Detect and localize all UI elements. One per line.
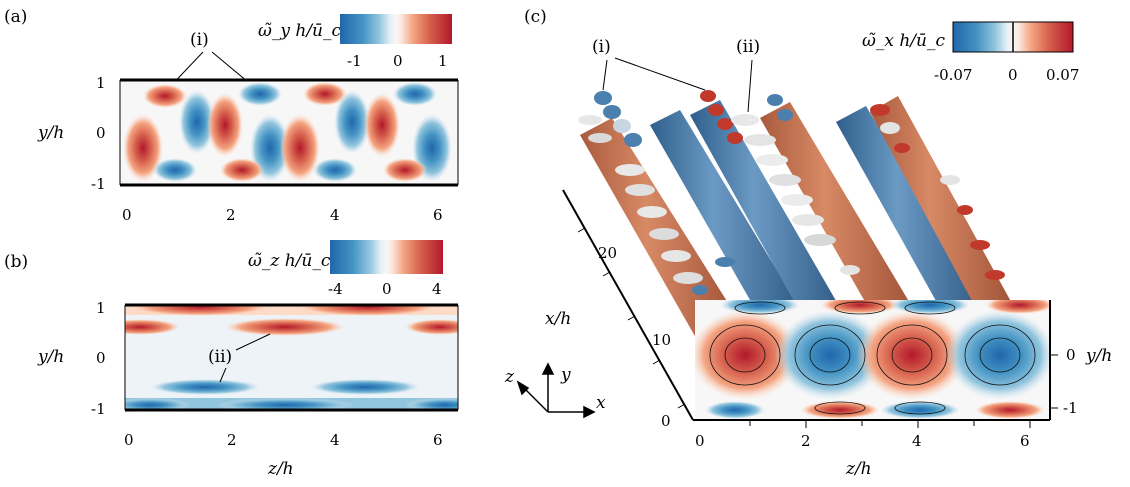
panel-c-xtick-2: 2: [801, 432, 811, 450]
panel-c-cbar-tick-max: 0.07: [1046, 66, 1079, 84]
panel-c-cross-contours: [695, 300, 1050, 419]
panel-a-colorbar-title: ω̃_y h/ū_c: [258, 21, 341, 41]
panel-c-xaxis-tick-20: 20: [598, 244, 617, 262]
annotation-line: [747, 59, 753, 113]
panel-a-label: (a): [4, 7, 27, 27]
panel-c-xaxis-label: x/h: [545, 309, 571, 329]
hairpin-blobs: [578, 90, 1005, 295]
panel-b-ytick-neg1: -1: [91, 400, 106, 418]
panel-c-cbar-tick-min: -0.07: [934, 66, 972, 84]
panel-c-xtick-4: 4: [912, 432, 922, 450]
panel-a-colorbar: [340, 14, 452, 44]
panel-b-cbar-tick-max: 4: [432, 280, 442, 298]
panel-a-xtick-4: 4: [330, 206, 340, 224]
panel-c-cbar-tick-mid: 0: [1008, 66, 1018, 84]
triad-y-label: y: [560, 365, 571, 385]
panel-a-cbar-tick-max: 1: [438, 52, 448, 70]
panel-a-ylabel: y/h: [37, 123, 64, 143]
panel-a-ytick-neg1: -1: [91, 175, 106, 193]
panel-a: (a) ω̃_y h/ū_c -1 0 1 (i): [4, 7, 459, 224]
panel-c-xtick-0: 0: [695, 432, 705, 450]
panel-a-cbar-tick-min: -1: [347, 52, 362, 70]
panel-b-xlabel: z/h: [267, 459, 294, 479]
panel-b-xtick-0: 0: [124, 431, 134, 449]
panel-c-right-ytick-0: 0: [1066, 346, 1076, 364]
panel-c-xlabel: z/h: [845, 459, 872, 479]
panel-b-xtick-2: 2: [227, 431, 237, 449]
panel-b-annotation-ii: (ii): [208, 347, 232, 367]
panel-a-xtick-6: 6: [433, 206, 443, 224]
panel-b-cbar-tick-min: -4: [328, 280, 343, 298]
panel-c-colorbar-title: ω̃_x h/ū_c: [862, 31, 945, 51]
panel-b-xtick-4: 4: [330, 431, 340, 449]
panel-c-right-ytick-neg1: -1: [1063, 399, 1078, 417]
panel-c: (c) ω̃_x h/ū_c -0.07 0 0.07: [504, 7, 1112, 479]
tube-red: [870, 96, 1020, 325]
panel-c-label: (c): [524, 7, 547, 27]
panel-b-xtick-6: 6: [433, 431, 443, 449]
panel-c-xaxis-tick-0: 0: [661, 412, 671, 430]
panel-a-contours: [123, 82, 452, 182]
panel-c-annotation-i: (i): [592, 37, 611, 57]
annotation-line: [219, 367, 227, 383]
panel-a-ytick-1: 1: [96, 74, 106, 92]
panel-c-xaxis-tick-10: 10: [652, 331, 671, 349]
tube-red: [760, 102, 920, 328]
tube-blue: [690, 100, 850, 330]
panel-a-ytick-0: 0: [96, 124, 106, 142]
triad-x-label: x: [596, 393, 606, 413]
panel-b: (b) ω̃_z h/ū_c -4 0 4 (ii) 1 0: [4, 240, 459, 479]
annotation-line: [614, 57, 706, 91]
coordinate-triad: [516, 362, 596, 419]
panel-b-contours: [125, 305, 458, 410]
panel-a-cbar-tick-mid: 0: [393, 52, 403, 70]
panel-c-xtick-6: 6: [1020, 432, 1030, 450]
panel-a-xtick-2: 2: [226, 206, 236, 224]
panel-a-annotation-i: (i): [190, 30, 209, 50]
tube-blue: [836, 106, 990, 326]
panel-c-right-ylabel: y/h: [1085, 346, 1112, 366]
panel-b-cbar-tick-mid: 0: [382, 280, 392, 298]
tube-blue: [650, 110, 810, 335]
panel-b-label: (b): [4, 252, 28, 272]
panel-b-ylabel: y/h: [37, 347, 64, 367]
annotation-line: [235, 333, 271, 351]
panel-a-xtick-0: 0: [122, 206, 132, 224]
panel-b-ytick-0: 0: [96, 349, 106, 367]
panel-b-colorbar: [330, 240, 443, 274]
triad-z-label: z: [504, 367, 515, 387]
annotation-line: [602, 59, 608, 91]
panel-b-ytick-1: 1: [96, 299, 106, 317]
panel-b-colorbar-title: ω̃_z h/ū_c: [248, 251, 331, 271]
panel-c-annotation-ii: (ii): [736, 37, 760, 57]
